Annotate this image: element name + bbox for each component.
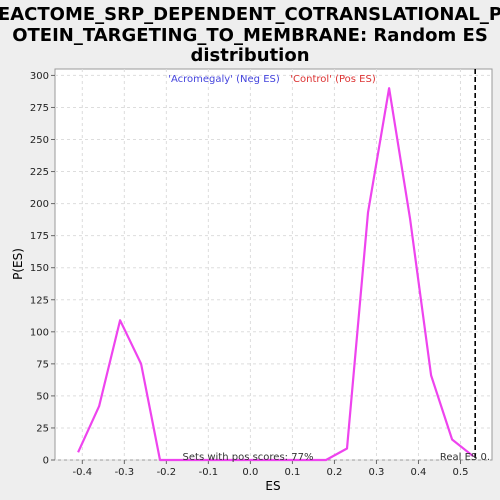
grid-lines <box>55 69 492 461</box>
real-es-marker: Real ES 0. <box>440 69 490 463</box>
title-line-2: OTEIN_TARGETING_TO_MEMBRANE: Random ES <box>12 25 488 46</box>
x-axis: -0.4 -0.3 -0.2 -0.1 0.0 0.1 0.2 0.3 0.4 0.5 <box>73 460 469 478</box>
y-tick-label: 75 <box>36 359 49 370</box>
y-tick-label: 100 <box>30 327 49 338</box>
y-tick-label: 300 <box>30 71 49 82</box>
x-tick-label: -0.1 <box>199 467 219 478</box>
real-es-label: Real ES 0. <box>440 452 490 463</box>
chart-title: REACTOME_SRP_DEPENDENT_COTRANSLATIONAL_P… <box>0 4 500 66</box>
y-tick-label: 175 <box>30 231 49 242</box>
legend-pos-es: 'Control' (Pos ES) <box>290 74 376 85</box>
x-tick-label: -0.2 <box>157 467 177 478</box>
title-line-1: REACTOME_SRP_DEPENDENT_COTRANSLATIONAL_P… <box>0 4 500 25</box>
y-tick-label: 275 <box>30 103 49 114</box>
y-tick-label: 225 <box>30 167 49 178</box>
x-tick-label: 0.0 <box>242 467 258 478</box>
y-tick-label: 50 <box>36 391 49 402</box>
y-tick-label: 250 <box>30 135 49 146</box>
x-tick-label: 0.5 <box>453 467 469 478</box>
x-tick-label: -0.3 <box>115 467 135 478</box>
x-axis-label: ES <box>265 479 280 493</box>
legend-neg-es: 'Acromegaly' (Neg ES) <box>168 74 280 85</box>
pos-scores-note: Sets with pos scores: 77% <box>183 452 314 463</box>
series-layer <box>77 87 474 462</box>
x-tick-label: 0.1 <box>284 467 300 478</box>
y-tick-label: 200 <box>30 199 49 210</box>
x-tick-label: 0.3 <box>368 467 384 478</box>
y-tick-label: 25 <box>36 423 49 434</box>
x-tick-label: 0.2 <box>326 467 342 478</box>
plot-area <box>54 68 493 461</box>
y-tick-label: 0 <box>43 456 49 467</box>
title-line-3: distribution <box>190 45 309 66</box>
y-tick-label: 150 <box>30 263 49 274</box>
legend: 'Acromegaly' (Neg ES) 'Control' (Pos ES) <box>168 74 376 85</box>
y-axis: 0 25 50 75 100 125 150 175 200 225 250 275 300 <box>30 71 55 467</box>
x-tick-label: -0.4 <box>73 467 93 478</box>
y-axis-label: P(ES) <box>11 248 25 280</box>
y-tick-label: 125 <box>30 295 49 306</box>
x-tick-label: 0.4 <box>411 467 427 478</box>
series-line <box>77 87 474 462</box>
